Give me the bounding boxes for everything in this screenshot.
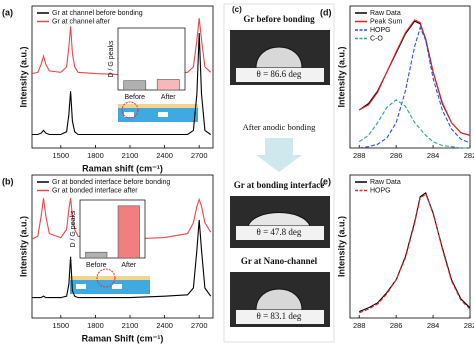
contact-angle: θ = 86.6 deg bbox=[257, 69, 302, 79]
legend-label: Gr at channel after bbox=[52, 18, 111, 25]
x-tick-label: 2100 bbox=[122, 321, 139, 330]
legend-label: C-O bbox=[370, 35, 383, 42]
image-title: Gr at bonding interface bbox=[234, 180, 325, 190]
series-line bbox=[359, 25, 471, 149]
schematic bbox=[124, 112, 134, 117]
arrow bbox=[256, 138, 302, 172]
series-line bbox=[31, 18, 212, 76]
image-title: Gr before bonding bbox=[243, 14, 315, 24]
legend-label: HOPG bbox=[370, 187, 391, 194]
contact-angle: θ = 47.8 deg bbox=[257, 227, 302, 237]
droplet bbox=[247, 212, 311, 227]
panel-c: (c) Gr before bonding θ = 86.6 deg After… bbox=[223, 3, 335, 343]
arrow-text: After anodic bonding bbox=[243, 122, 316, 132]
panel-label: (c) bbox=[232, 5, 242, 14]
image-title: Gr at Nano-channel bbox=[241, 256, 318, 266]
x-tick-label: 2700 bbox=[191, 151, 208, 160]
x-tick-label: 2100 bbox=[122, 151, 139, 160]
contact-angle: θ = 83.1 deg bbox=[257, 311, 302, 321]
legend-label: Raw Data bbox=[370, 10, 401, 17]
x-tick-label: After bbox=[161, 94, 176, 101]
droplet bbox=[255, 288, 303, 311]
x-tick-label: Before bbox=[124, 94, 145, 101]
schematic bbox=[158, 112, 168, 117]
panel-frame bbox=[223, 3, 335, 343]
panel-label: (d) bbox=[320, 7, 332, 17]
bar bbox=[156, 79, 180, 91]
y-axis-label: Intensity (a.u.) bbox=[336, 46, 346, 107]
legend-label: Raw Data bbox=[370, 179, 401, 186]
bar bbox=[85, 251, 108, 259]
series-line bbox=[358, 192, 471, 313]
x-tick-label: 2700 bbox=[191, 321, 208, 330]
legend-label: Gr at channel before bonding bbox=[52, 10, 143, 17]
series-line bbox=[358, 193, 471, 314]
series-line bbox=[31, 197, 212, 240]
plot-frame bbox=[31, 174, 214, 319]
y-axis-label: D / G peaks bbox=[108, 40, 115, 77]
schematic bbox=[118, 104, 198, 108]
schematic bbox=[96, 268, 116, 288]
substrate bbox=[236, 226, 324, 240]
series-line bbox=[358, 99, 470, 149]
x-axis-label: Raman Shift (cm⁻¹) bbox=[82, 333, 164, 343]
schematic bbox=[70, 280, 150, 294]
x-tick-label: 284 bbox=[427, 151, 440, 160]
panel-label: (e) bbox=[320, 176, 331, 186]
legend-label: Gr at bonded interface after bbox=[52, 187, 138, 194]
x-tick-label: 284 bbox=[427, 321, 440, 330]
y-axis-label: Intensity (a.u.) bbox=[336, 216, 346, 277]
series-line bbox=[32, 32, 212, 136]
x-tick-label: 2400 bbox=[156, 321, 173, 330]
schematic bbox=[76, 284, 86, 289]
schematic bbox=[121, 101, 139, 119]
plot-frame bbox=[31, 5, 214, 149]
x-tick-label: 1500 bbox=[52, 321, 69, 330]
legend-label: HOPG bbox=[370, 27, 391, 34]
x-tick-label: 288 bbox=[353, 321, 366, 330]
schematic bbox=[112, 284, 122, 289]
substrate bbox=[236, 68, 324, 82]
panel-label: (a) bbox=[2, 7, 13, 17]
x-tick-label: 282 bbox=[464, 321, 474, 330]
x-tick-label: 1800 bbox=[87, 321, 104, 330]
series-line bbox=[32, 219, 212, 299]
legend-label: Gr at bonded interface before bonding bbox=[52, 179, 170, 186]
plot-frame bbox=[349, 174, 471, 319]
legend-label: Peak Sum bbox=[370, 18, 402, 25]
x-tick-label: 288 bbox=[353, 151, 366, 160]
x-tick-label: 1800 bbox=[87, 151, 104, 160]
x-tick-label: After bbox=[121, 262, 136, 269]
substrate bbox=[236, 310, 324, 324]
x-tick-label: Before bbox=[86, 262, 107, 269]
panel-label: (b) bbox=[2, 176, 14, 186]
device-schematic bbox=[70, 101, 198, 294]
x-tick-label: 2400 bbox=[156, 151, 173, 160]
series-line bbox=[358, 19, 471, 136]
y-axis-label: D / G peaks bbox=[70, 210, 77, 247]
x-axis-label: Raman shift (cm⁻¹) bbox=[82, 163, 163, 173]
x-tick-label: 1500 bbox=[52, 151, 69, 160]
y-axis-label: Intensity (a.u.) bbox=[18, 216, 28, 277]
droplet bbox=[255, 46, 303, 69]
bar bbox=[117, 205, 140, 259]
schematic bbox=[70, 276, 150, 280]
plot-frame bbox=[349, 5, 471, 149]
x-tick-label: 286 bbox=[390, 151, 403, 160]
bar bbox=[123, 80, 147, 91]
x-tick-label: 282 bbox=[464, 151, 474, 160]
y-axis-label: Intensity (a.u.) bbox=[18, 46, 28, 107]
x-tick-label: 286 bbox=[390, 321, 403, 330]
